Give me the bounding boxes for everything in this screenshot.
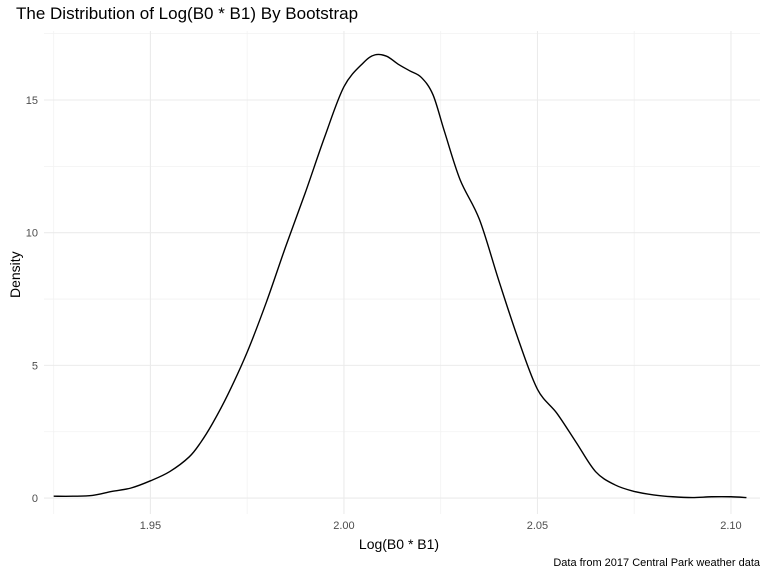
major-gridlines [44,31,760,514]
y-tick-labels: 0 5 10 15 [26,95,38,505]
y-tick-label: 5 [32,360,38,372]
y-tick-label: 10 [26,228,38,240]
x-tick-label: 2.05 [527,520,548,532]
y-tick-label: 15 [26,95,38,107]
chart-title: The Distribution of Log(B0 * B1) By Boot… [16,4,359,23]
x-tick-label: 2.00 [333,520,354,532]
x-tick-label: 1.95 [140,520,161,532]
y-tick-label: 0 [32,493,38,505]
x-tick-label: 2.10 [720,520,741,532]
y-axis-label: Density [7,251,23,298]
minor-gridlines [44,31,760,514]
density-curve [53,53,747,499]
chart-caption: Data from 2017 Central Park weather data [553,557,760,569]
x-axis-label: Log(B0 * B1) [358,536,440,552]
x-tick-labels: 1.95 2.00 2.05 2.10 [140,520,742,532]
